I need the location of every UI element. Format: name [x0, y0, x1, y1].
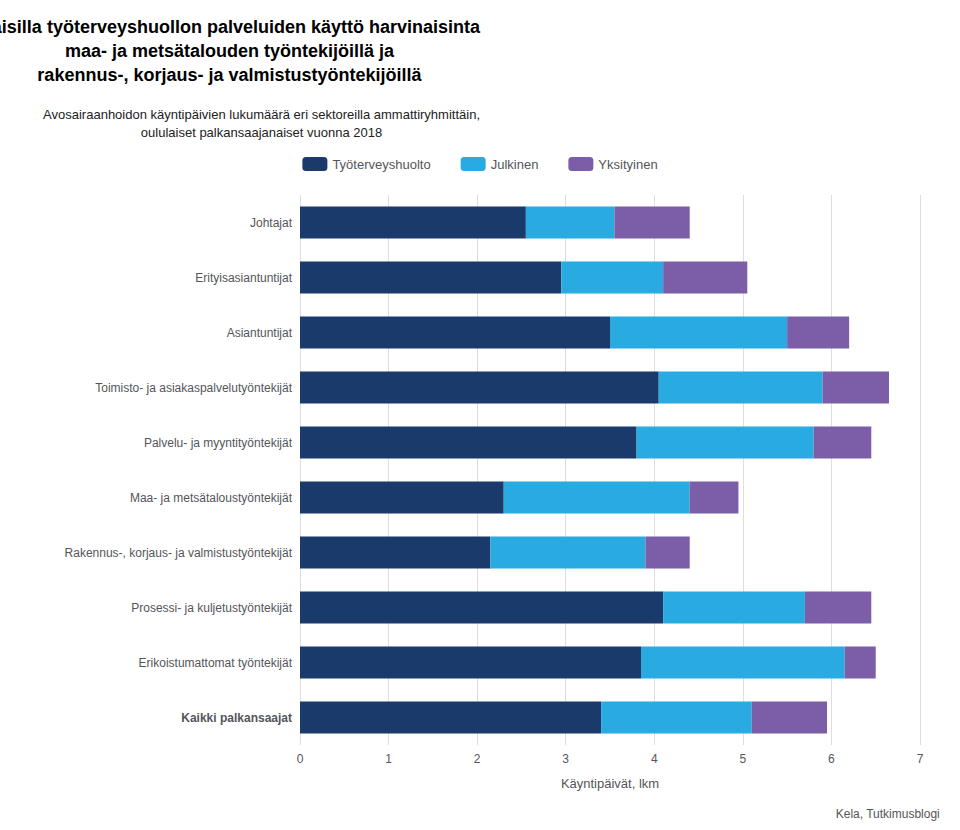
svg-text:Toimisto- ja asiakaspalvelutyö: Toimisto- ja asiakaspalvelutyöntekijät — [95, 381, 292, 395]
svg-text:Kaikki palkansaajat: Kaikki palkansaajat — [181, 711, 292, 725]
svg-text:Rakennus-, korjaus- ja valmist: Rakennus-, korjaus- ja valmistustyönteki… — [65, 546, 293, 560]
svg-text:Naisilla työterveyshuollon pal: Naisilla työterveyshuollon palveluiden k… — [0, 17, 481, 37]
svg-text:3: 3 — [562, 752, 569, 766]
svg-text:Asiantuntijat: Asiantuntijat — [227, 326, 293, 340]
svg-text:rakennus-, korjaus- ja valmist: rakennus-, korjaus- ja valmistustyönteki… — [37, 65, 422, 85]
svg-text:Kela, Tutkimusblogi: Kela, Tutkimusblogi — [836, 807, 940, 821]
svg-text:2: 2 — [474, 752, 481, 766]
svg-text:Julkinen: Julkinen — [491, 157, 539, 172]
svg-text:0: 0 — [297, 752, 304, 766]
svg-text:maa- ja metsätalouden työnteki: maa- ja metsätalouden työntekijöillä ja — [65, 41, 395, 61]
svg-text:oululaiset palkansaajanaiset v: oululaiset palkansaajanaiset vuonna 2018 — [141, 125, 382, 140]
svg-text:Yksityinen: Yksityinen — [598, 157, 657, 172]
svg-text:Palvelu- ja myyntityöntekijät: Palvelu- ja myyntityöntekijät — [144, 436, 293, 450]
svg-text:5: 5 — [740, 752, 747, 766]
svg-text:1: 1 — [385, 752, 392, 766]
svg-text:Johtajat: Johtajat — [250, 216, 293, 230]
svg-text:Käyntipäivät, lkm: Käyntipäivät, lkm — [561, 776, 659, 791]
svg-text:Työterveyshuolto: Työterveyshuolto — [332, 157, 430, 172]
svg-text:Prosessi- ja kuljetustyöntekij: Prosessi- ja kuljetustyöntekijät — [131, 601, 292, 615]
svg-text:Maa- ja metsätaloustyöntekijät: Maa- ja metsätaloustyöntekijät — [130, 491, 293, 505]
svg-text:6: 6 — [828, 752, 835, 766]
svg-text:Avosairaanhoidon käyntipäivien: Avosairaanhoidon käyntipäivien lukumäärä… — [43, 107, 480, 122]
svg-text:7: 7 — [917, 752, 924, 766]
svg-text:Erikoistumattomat työntekijät: Erikoistumattomat työntekijät — [139, 656, 293, 670]
svg-text:4: 4 — [651, 752, 658, 766]
svg-text:Erityisasiantuntijat: Erityisasiantuntijat — [195, 271, 292, 285]
